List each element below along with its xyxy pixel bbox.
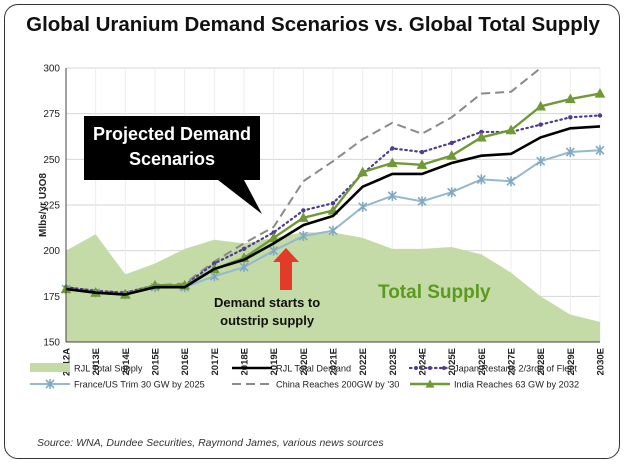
y-tick-label: 175: [43, 292, 60, 303]
point-france-us-trim-30-gw-by-2025: [506, 176, 516, 187]
point-india-reaches-63-gw-by-2032: [505, 124, 517, 135]
projected-demand-callout: Projected Demand Scenarios: [84, 116, 260, 180]
legend-marker-japan-restarts-2-3rds-of-fleet: [428, 366, 432, 370]
point-india-reaches-63-gw-by-2032: [475, 131, 487, 142]
red-up-arrow: [273, 248, 299, 290]
demand-outstrip-annotation: Demand starts to outstrip supply: [214, 294, 320, 330]
point-france-us-trim-30-gw-by-2025: [447, 187, 457, 198]
x-tick-label: 2029E: [566, 348, 577, 375]
point-japan-restarts-2-3rds-of-fleet: [538, 122, 543, 127]
chart-frame: [4, 4, 620, 459]
point-france-us-trim-30-gw-by-2025: [358, 201, 368, 212]
y-tick-label: 300: [43, 64, 60, 75]
point-france-us-trim-30-gw-by-2025: [536, 156, 546, 167]
x-tick-label: 2023E: [388, 348, 399, 375]
x-tick-label: 2015E: [151, 348, 162, 375]
point-india-reaches-63-gw-by-2032: [564, 93, 576, 104]
point-france-us-trim-30-gw-by-2025: [269, 245, 279, 256]
series-lines: [60, 68, 606, 300]
legend-label-rjl-total-supply: RJL Total Supply: [74, 364, 143, 374]
x-tick-label: 2018E: [240, 348, 251, 375]
y-tick-label: 275: [43, 109, 60, 120]
point-france-us-trim-30-gw-by-2025: [417, 196, 427, 207]
x-tick-label: 2012A: [62, 348, 73, 376]
point-india-reaches-63-gw-by-2032: [357, 166, 369, 177]
legend-swatch-rjl-total-supply: [30, 363, 70, 372]
legend-label-china-reaches-200gw-by-30: China Reaches 200GW by '30: [276, 380, 399, 390]
point-japan-restarts-2-3rds-of-fleet: [568, 115, 573, 120]
callout-pointer: [218, 180, 262, 214]
point-india-reaches-63-gw-by-2032: [386, 157, 398, 168]
point-japan-restarts-2-3rds-of-fleet: [390, 146, 395, 151]
x-tick-label: 2014E: [121, 348, 132, 375]
legend-label-france-us-trim-30-gw-by-2025: France/US Trim 30 GW by 2025: [74, 380, 205, 390]
annotation-arrows: [218, 180, 299, 290]
legend-marker-japan-restarts-2-3rds-of-fleet: [414, 366, 418, 370]
supply-area: [66, 232, 600, 342]
point-india-reaches-63-gw-by-2032: [268, 232, 280, 242]
supply-area-group: [66, 232, 600, 342]
point-japan-restarts-2-3rds-of-fleet: [419, 149, 425, 155]
y-axis-label: Mlbs/yr U3O8: [38, 173, 49, 237]
x-tick-label: 2013E: [91, 348, 102, 375]
point-india-reaches-63-gw-by-2032: [535, 100, 547, 111]
point-france-us-trim-30-gw-by-2025: [328, 225, 338, 236]
y-tick-label: 250: [43, 155, 60, 166]
x-tick-label: 2024E: [418, 348, 429, 375]
point-france-us-trim-30-gw-by-2025: [565, 147, 575, 158]
axes: 150 175 200 225 250 275 300 Mlbs/yr U3O8 2012A 20…: [38, 64, 607, 377]
annotation-line-1: Demand starts to: [214, 295, 321, 310]
total-supply-label: Total Supply: [378, 282, 491, 303]
point-france-us-trim-30-gw-by-2025: [595, 145, 605, 156]
callout-line-2: Scenarios: [128, 149, 216, 169]
source-note: Source: WNA, Dundee Securities, Raymond …: [37, 437, 384, 449]
point-india-reaches-63-gw-by-2032: [416, 159, 428, 169]
x-tick-label: 2020E: [299, 348, 310, 375]
point-france-us-trim-30-gw-by-2025: [298, 231, 308, 242]
legend-marker-india-reaches-63-gw-by-2032: [425, 379, 435, 388]
x-tick-label: 2030E: [596, 348, 607, 375]
legend-marker-japan-restarts-2-3rds-of-fleet: [442, 366, 446, 370]
point-india-reaches-63-gw-by-2032: [446, 150, 458, 160]
annotation-line-2: outstrip supply: [220, 313, 315, 328]
x-tick-label: 2026E: [477, 348, 488, 375]
chart-title: Global Uranium Demand Scenarios vs. Glob…: [26, 13, 600, 36]
y-tick-label: 200: [43, 246, 60, 257]
point-japan-restarts-2-3rds-of-fleet: [301, 208, 306, 213]
x-tick-label: 2027E: [507, 348, 518, 375]
x-tick-label: 2021E: [329, 348, 340, 375]
legend-label-india-reaches-63-gw-by-2032: India Reaches 63 GW by 2032: [454, 380, 579, 390]
x-tick-label: 2028E: [536, 348, 547, 375]
y-tick-label: 225: [43, 201, 60, 212]
legend: RJL Total Supply RJL Total Demand Japan Re…: [30, 363, 579, 390]
point-france-us-trim-30-gw-by-2025: [476, 174, 486, 185]
series-line-rjl-total-demand: [66, 125, 600, 296]
y-tick-label: 150: [43, 338, 60, 349]
x-tick-label: 2022E: [358, 348, 369, 375]
point-japan-restarts-2-3rds-of-fleet: [241, 246, 247, 252]
point-france-us-trim-30-gw-by-2025: [387, 190, 397, 201]
x-tick-label: 2016E: [180, 348, 191, 375]
x-tick-label: 2025E: [447, 348, 458, 375]
point-france-us-trim-30-gw-by-2025: [239, 262, 249, 273]
point-india-reaches-63-gw-by-2032: [594, 88, 606, 98]
legend-label-japan-restarts-2-3rds-of-fleet: Japan Restarts 2/3rds of Fleet: [454, 364, 578, 374]
x-tick-label: 2019E: [269, 348, 280, 375]
point-japan-restarts-2-3rds-of-fleet: [597, 113, 603, 118]
legend-label-rjl-total-demand: RJL Total Demand: [276, 364, 351, 374]
point-japan-restarts-2-3rds-of-fleet: [330, 200, 336, 206]
legend-marker-france-us-trim-30-gw-by-2025: [45, 379, 55, 389]
callout-line-1: Projected Demand: [92, 124, 252, 144]
x-tick-label: 2017E: [210, 348, 221, 375]
point-japan-restarts-2-3rds-of-fleet: [449, 140, 454, 146]
point-india-reaches-63-gw-by-2032: [297, 212, 309, 222]
